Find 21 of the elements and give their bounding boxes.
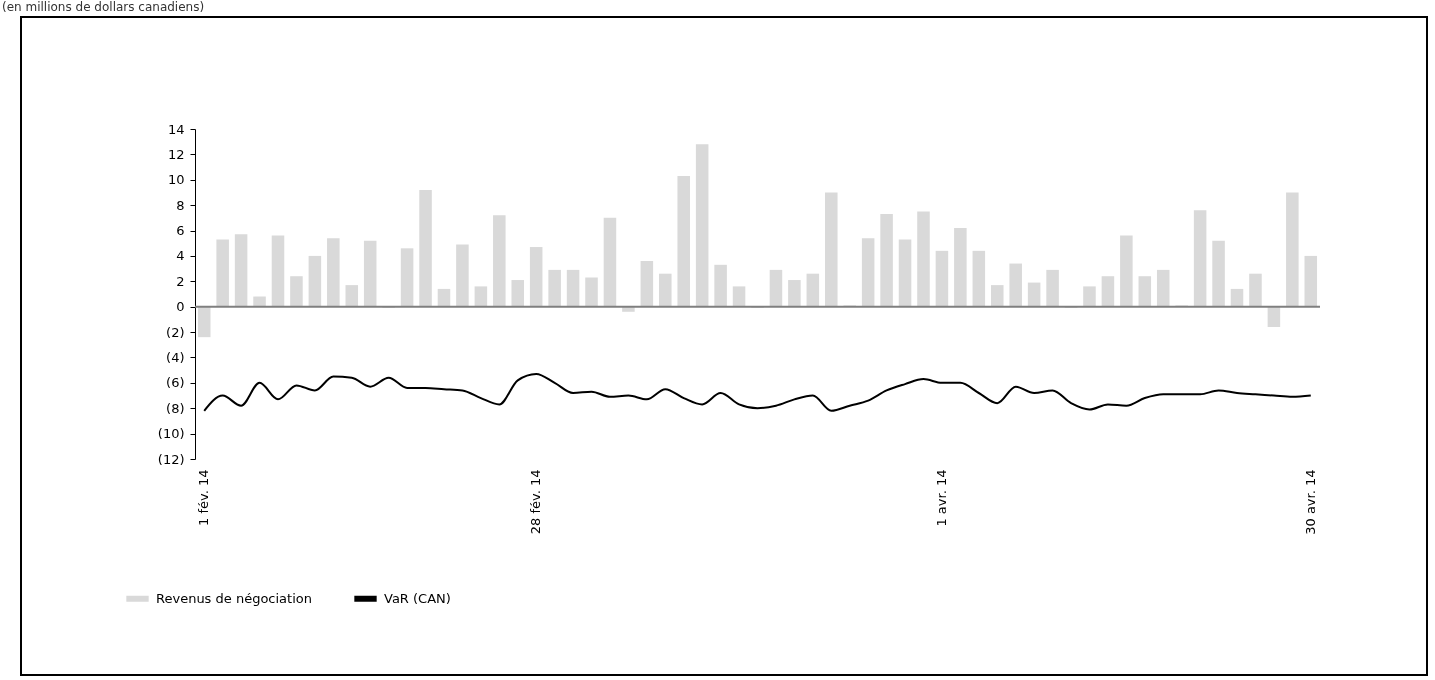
- y-tick-label: 12: [167, 146, 185, 162]
- y-tick-label: (8): [166, 400, 185, 416]
- y-tick-label: 6: [176, 223, 185, 239]
- y-tick-label: 14: [167, 121, 185, 137]
- x-tick-label: 30 avr. 14: [1302, 469, 1318, 535]
- chart-title: (en millions de dollars canadiens): [2, 0, 205, 14]
- y-tick-label: 2: [176, 273, 185, 289]
- legend-label: VaR (CAN): [384, 590, 451, 606]
- y-tick-label: 0: [176, 299, 185, 315]
- y-tick-label: (12): [157, 451, 185, 467]
- x-tick-label: 1 avr. 14: [933, 469, 949, 527]
- y-tick-label: (4): [166, 349, 185, 365]
- y-tick-label: 8: [176, 197, 185, 213]
- y-tick-label: 4: [176, 248, 185, 264]
- y-tick-label: (6): [166, 375, 185, 391]
- y-tick-label: (2): [166, 324, 185, 340]
- x-tick-label: 1 fév. 14: [196, 469, 212, 526]
- y-tick-label: (10): [157, 426, 185, 442]
- y-tick-label: 10: [167, 172, 185, 188]
- legend-label: Revenus de négociation: [156, 590, 312, 606]
- x-tick-label: 28 fév. 14: [528, 469, 544, 535]
